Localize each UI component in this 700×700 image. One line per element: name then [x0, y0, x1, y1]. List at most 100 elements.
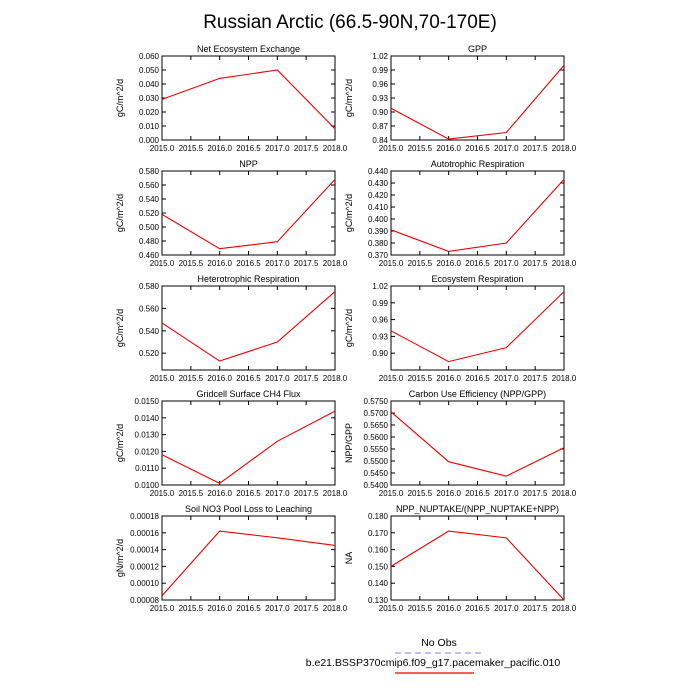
y-tick-label: 0.00018 [130, 512, 159, 521]
y-tick-label: 0.560 [139, 304, 160, 313]
x-tick-label: 2017.5 [294, 604, 319, 613]
x-tick-label: 2015.5 [408, 604, 433, 613]
x-tick-label: 2016.0 [436, 144, 461, 153]
x-tick-label: 2015.5 [179, 604, 204, 613]
x-tick-label: 2018.0 [323, 144, 348, 153]
panel-title: Gridcell Surface CH4 Flux [196, 389, 301, 399]
panel-title: Net Ecosystem Exchange [197, 44, 300, 54]
figure-title: Russian Arctic (66.5-90N,70-170E) [203, 12, 497, 33]
y-tick-label: 0.130 [368, 596, 389, 605]
y-tick-label: 0.480 [139, 237, 160, 246]
y-tick-label: 0.580 [139, 167, 160, 176]
x-tick-label: 2016.0 [207, 489, 232, 498]
x-tick-label: 2017.5 [523, 259, 548, 268]
panel-title: NPP [239, 159, 258, 169]
y-tick-label: 0.5500 [364, 457, 389, 466]
y-tick-label: 0.0150 [135, 397, 160, 406]
x-tick-label: 2018.0 [552, 374, 577, 383]
panel-frame [390, 400, 565, 486]
y-tick-label: 0.180 [368, 512, 389, 521]
x-tick-label: 2017.0 [265, 604, 290, 613]
x-tick-label: 2017.0 [494, 489, 519, 498]
x-tick-label: 2018.0 [323, 259, 348, 268]
panel-10: NPP_NUPTAKE/(NPP_NUPTAKE+NPP) NA 2015.0 201… [344, 504, 577, 613]
panel-4: Autotrophic Respiration gC/m^2/d 2015.0 201… [344, 159, 577, 268]
legend: No Obs b.e21.BSSP370cmip6.f09_g17.pacema… [306, 637, 560, 674]
panel-title: NPP_NUPTAKE/(NPP_NUPTAKE+NPP) [396, 504, 559, 514]
x-tick-label: 2015.5 [408, 144, 433, 153]
x-tick-label: 2016.0 [207, 374, 232, 383]
y-tick-label: 0.99 [372, 66, 388, 75]
series-line-1 [161, 179, 336, 250]
panel-3: NPP gC/m^2/d 2015.0 2015.5 2016.0 2016.5 2017.… [115, 159, 348, 268]
x-tick-label: 2017.0 [494, 604, 519, 613]
y-tick-label: 0.00008 [130, 596, 159, 605]
x-tick-label: 2017.0 [494, 144, 519, 153]
x-tick-label: 2016.5 [465, 259, 490, 268]
panel-title: Soil NO3 Pool Loss to Leaching [185, 504, 312, 514]
panel-frame [390, 515, 565, 601]
x-tick-label: 2015.5 [408, 489, 433, 498]
y-tick-label: 0.400 [368, 215, 389, 224]
x-tick-label: 2017.0 [265, 144, 290, 153]
y-tick-label: 0.5650 [364, 421, 389, 430]
x-tick-label: 2015.0 [150, 374, 175, 383]
y-axis-label: gN/m^2/d [115, 539, 125, 577]
x-tick-label: 2015.0 [379, 489, 404, 498]
panel-frame [161, 400, 336, 486]
y-tick-label: 0.150 [368, 562, 389, 571]
x-tick-label: 2016.5 [236, 374, 261, 383]
y-axis-label: NA [344, 552, 354, 565]
panel-frame [161, 515, 336, 601]
x-tick-label: 2017.5 [294, 144, 319, 153]
y-tick-label: 0.96 [372, 80, 388, 89]
y-tick-label: 0.010 [139, 122, 160, 131]
series-line-1 [161, 69, 336, 130]
y-tick-label: 0.93 [372, 94, 388, 103]
panel-title: Heterotrophic Respiration [197, 274, 299, 284]
y-tick-label: 0.540 [139, 327, 160, 336]
y-tick-label: 0.99 [372, 299, 388, 308]
y-axis-label: gC/m^2/d [115, 79, 125, 117]
x-tick-label: 2018.0 [323, 604, 348, 613]
legend-obs-label: No Obs [421, 637, 457, 649]
x-tick-label: 2015.0 [150, 259, 175, 268]
panel-2: GPP gC/m^2/d 2015.0 2015.5 2016.0 2016.5 2017.… [344, 44, 577, 153]
x-tick-label: 2018.0 [552, 144, 577, 153]
panel-frame [390, 285, 565, 371]
x-tick-label: 2016.0 [207, 259, 232, 268]
y-tick-label: 0.0100 [135, 481, 160, 490]
y-tick-label: 0.00016 [130, 529, 159, 538]
y-tick-label: 0.5600 [364, 433, 389, 442]
x-tick-label: 2015.5 [408, 259, 433, 268]
x-tick-label: 2016.0 [436, 489, 461, 498]
y-axis-label: gC/m^2/d [344, 79, 354, 117]
y-tick-label: 0.87 [372, 122, 388, 131]
x-tick-label: 2017.0 [494, 374, 519, 383]
y-tick-label: 0.5550 [364, 445, 389, 454]
x-tick-label: 2016.0 [207, 604, 232, 613]
y-axis-label: gC/m^2/d [344, 194, 354, 232]
x-tick-label: 2018.0 [552, 259, 577, 268]
x-tick-label: 2016.5 [465, 374, 490, 383]
x-tick-label: 2017.5 [294, 374, 319, 383]
y-axis-label: NPP/GPP [344, 423, 354, 463]
y-tick-label: 0.560 [139, 181, 160, 190]
y-tick-label: 0.90 [372, 349, 388, 358]
y-tick-label: 0.000 [139, 136, 160, 145]
x-tick-label: 2016.0 [207, 144, 232, 153]
panel-5: Heterotrophic Respiration gC/m^2/d 2015.0 2… [115, 274, 348, 383]
x-tick-label: 2018.0 [552, 489, 577, 498]
y-tick-label: 0.440 [368, 167, 389, 176]
y-tick-label: 0.520 [139, 349, 160, 358]
panel-frame [161, 170, 336, 256]
y-axis-label: gC/m^2/d [115, 424, 125, 462]
x-tick-label: 2017.5 [523, 374, 548, 383]
y-tick-label: 0.060 [139, 52, 160, 61]
y-tick-label: 0.84 [372, 136, 388, 145]
y-tick-label: 0.0130 [135, 431, 160, 440]
y-tick-label: 0.050 [139, 66, 160, 75]
panel-6: Ecosystem Respiration gC/m^2/d 2015.0 2015.… [344, 274, 577, 383]
x-tick-label: 2016.5 [236, 259, 261, 268]
